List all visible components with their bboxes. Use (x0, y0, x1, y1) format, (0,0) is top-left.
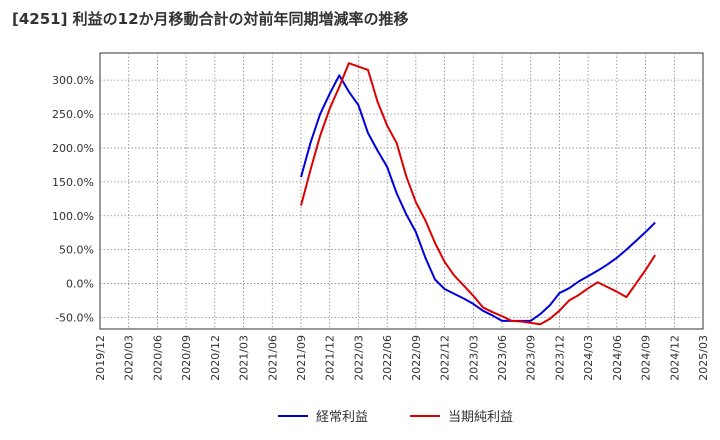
x-tick-label: 2020/12 (209, 335, 222, 381)
legend: 経常利益 当期純利益 (278, 410, 513, 425)
plot-area (99, 52, 704, 330)
y-tick-label: 50.0% (59, 244, 94, 257)
x-tick-label: 2020/09 (180, 335, 193, 381)
x-tick-label: 2021/09 (295, 335, 308, 381)
x-tick-label: 2019/12 (94, 335, 107, 381)
x-tick-label: 2023/12 (553, 335, 566, 381)
x-tick-label: 2022/03 (352, 335, 365, 381)
y-tick-label: 0.0% (66, 278, 94, 291)
y-tick-label: 150.0% (52, 176, 94, 189)
legend-label-touki-jun-rieki: 当期純利益 (448, 410, 513, 425)
y-tick-label: -50.0% (55, 311, 94, 324)
x-tick-label: 2024/09 (640, 335, 653, 381)
x-tick-label: 2020/06 (151, 335, 164, 381)
legend-label-keijo-rieki: 経常利益 (316, 410, 368, 425)
y-tick-label: 300.0% (52, 74, 94, 87)
x-tick-label: 2023/09 (525, 335, 538, 381)
series-line-touki-jun-rieki (300, 62, 656, 326)
x-tick-label: 2024/06 (611, 335, 624, 381)
x-tick-label: 2025/03 (697, 335, 710, 381)
x-tick-label: 2022/09 (410, 335, 423, 381)
y-tick-label: 100.0% (52, 210, 94, 223)
x-axis: 2019/12 2020/03 2020/06 2020/09 2020/12 2021/… (94, 335, 710, 381)
x-tick-label: 2023/06 (496, 335, 509, 381)
grid-lines (100, 53, 703, 329)
x-tick-label: 2024/03 (582, 335, 595, 381)
x-tick-label: 2022/06 (381, 335, 394, 381)
x-tick-label: 2021/06 (266, 335, 279, 381)
x-tick-label: 2024/12 (668, 335, 681, 381)
chart-title: [4251] 利益の12か月移動合計の対前年同期増減率の推移 (12, 10, 409, 28)
x-tick-label: 2023/03 (467, 335, 480, 381)
x-tick-label: 2021/03 (238, 335, 251, 381)
y-axis: -50.0% 0.0% 50.0% 100.0% 150.0% 200.0% 250.0% 3… (52, 74, 94, 324)
series-line-keijo-rieki (300, 74, 656, 322)
series-layer (300, 62, 656, 326)
x-tick-label: 2022/12 (439, 335, 452, 381)
x-tick-label: 2020/03 (123, 335, 136, 381)
y-tick-label: 200.0% (52, 142, 94, 155)
x-tick-label: 2021/12 (324, 335, 337, 381)
y-tick-label: 250.0% (52, 108, 94, 121)
